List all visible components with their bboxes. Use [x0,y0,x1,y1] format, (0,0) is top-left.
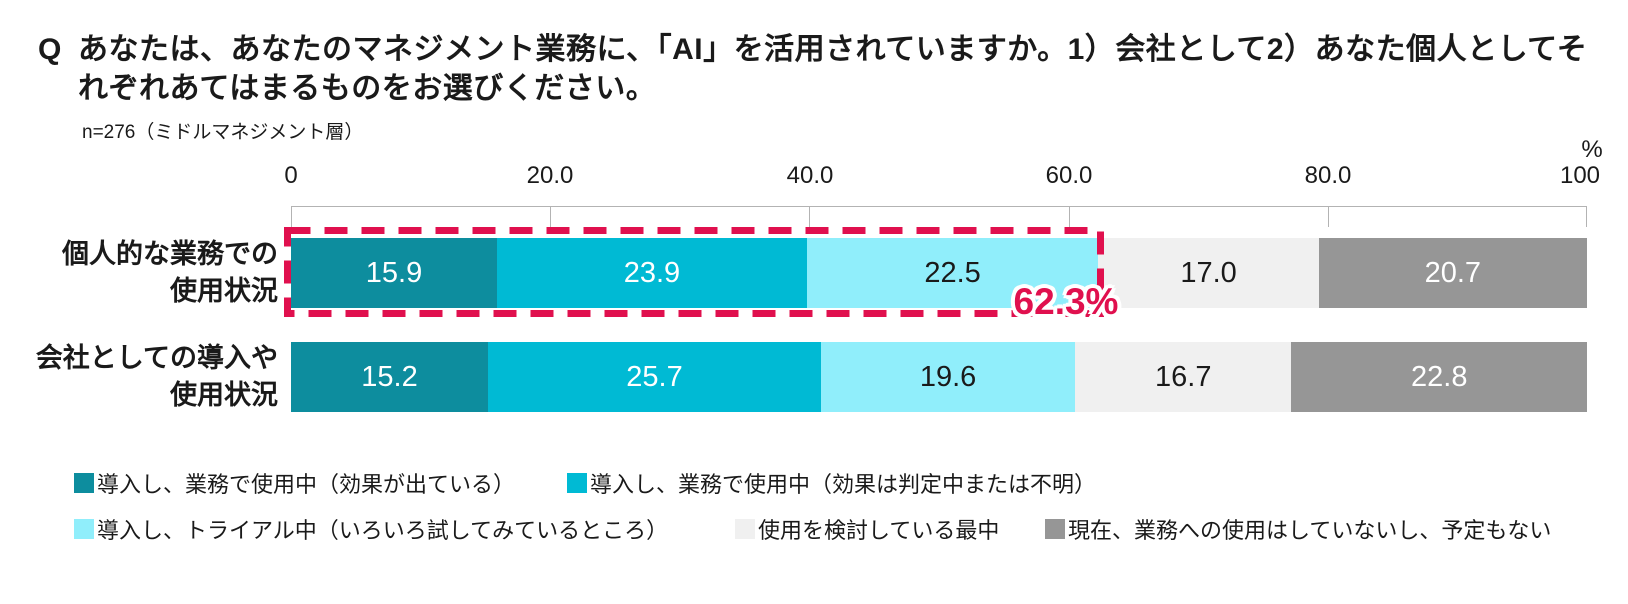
legend-item-in-use-effective: 導入し、業務で使用中（効果が出ている） [74,467,515,499]
segment-value-label: 16.7 [1155,360,1212,393]
segment-value-label: 20.7 [1424,256,1482,289]
question-prefix: Q [38,33,62,66]
x-tick-label-20: 20.0 [526,162,574,189]
category-label-company: 会社としての導入や 使用状況 [0,342,278,412]
bar-segment: 25.7 [487,342,822,412]
legend-swatch [735,519,755,539]
segment-value-label: 23.9 [623,256,681,289]
category-label-line: 会社としての導入や [35,343,278,373]
legend-item-in-use-unknown: 導入し、業務で使用中（効果は判定中または不明） [567,467,1096,499]
bar-segment: 19.6 [821,342,1076,412]
legend-label: 現在、業務への使用はしていないし、予定もない [1068,518,1552,543]
legend-label: 導入し、トライアル中（いろいろ試してみているところ） [97,518,669,543]
x-axis-tick [1069,206,1070,227]
legend-swatch [1045,519,1065,539]
bar-segment: 15.2 [291,342,488,412]
bar-segment: 17.0 [1098,238,1319,308]
segment-value-label: 17.0 [1180,256,1237,289]
x-axis-tick [809,206,810,227]
x-tick-label-80: 80.0 [1304,162,1352,189]
sample-size-note: n=276（ミドルマネジメント層） [82,122,364,143]
question-title: Q あなたは、あなたのマネジメント業務に、「AI」を活用されていますか。1）会社… [38,30,1608,108]
bar-row-personal: 15.9 23.9 22.5 17.0 20.7 [291,238,1587,308]
x-tick-label-0: 0 [284,162,298,189]
highlight-total-label: 62.3% [1013,281,1119,322]
legend-swatch [74,473,94,493]
segment-value-label: 22.8 [1411,360,1468,393]
legend-label: 導入し、業務で使用中（効果は判定中または不明） [590,472,1097,497]
legend-label: 使用を検討している最中 [758,518,1000,543]
segment-value-label: 22.5 [924,256,981,289]
x-axis-tick [550,206,551,227]
bar-segment: 22.8 [1291,342,1587,412]
percent-unit-label: % [1581,136,1603,163]
category-label-line: 個人的な業務での [62,239,278,269]
x-axis-tick [291,206,292,227]
x-tick-label-100: 100 [1559,162,1601,189]
bar-segment: 20.7 [1318,238,1587,308]
x-axis-line [291,206,1587,207]
legend-swatch [74,519,94,539]
category-label-line: 使用状況 [170,276,278,306]
segment-value-label: 15.9 [365,256,423,289]
legend-label: 導入し、業務で使用中（効果が出ている） [97,472,516,497]
x-axis-tick [1328,206,1329,227]
x-axis-tick [1586,206,1587,227]
legend-item-no-plan: 現在、業務への使用はしていないし、予定もない [1045,513,1551,545]
legend-item-trial: 導入し、トライアル中（いろいろ試してみているところ） [74,513,668,545]
segment-value-label: 15.2 [361,360,418,393]
category-label-line: 使用状況 [170,380,278,410]
bar-segment: 23.9 [497,238,807,308]
bar-segment: 15.9 [291,238,498,308]
legend-item-considering: 使用を検討している最中 [735,513,999,545]
segment-value-label: 19.6 [919,360,977,393]
question-title-text: あなたは、あなたのマネジメント業務に、「AI」を活用されていますか。1）会社とし… [78,33,1588,105]
bar-segment: 16.7 [1075,342,1292,412]
x-tick-label-40: 40.0 [786,162,834,189]
legend-swatch [567,473,587,493]
segment-value-label: 25.7 [626,360,683,393]
bar-row-company: 15.2 25.7 19.6 16.7 22.8 [291,342,1587,412]
category-label-personal: 個人的な業務での 使用状況 [0,238,278,308]
x-tick-label-60: 60.0 [1045,162,1093,189]
